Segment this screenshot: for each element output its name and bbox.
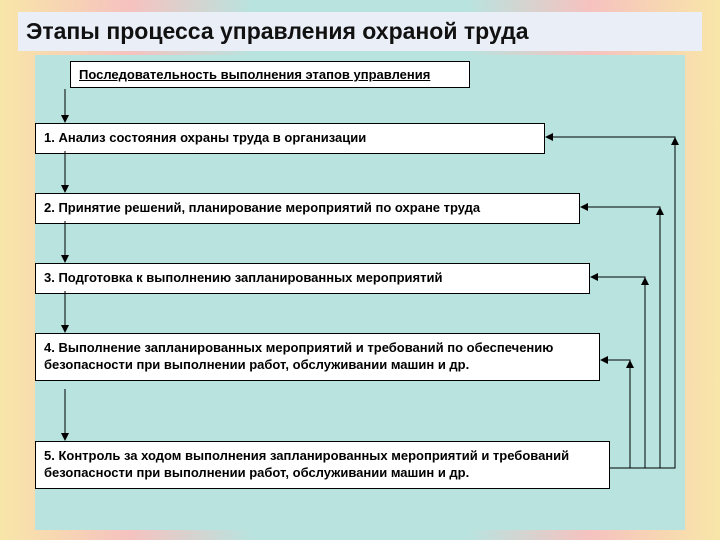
content-panel: Последовательность выполнения этапов упр… [35,55,685,530]
step-3-box: 3. Подготовка к выполнению запланированн… [35,263,590,294]
subtitle-box: Последовательность выполнения этапов упр… [70,61,470,88]
step-2-box: 2. Принятие решений, планирование меропр… [35,193,580,224]
step-1-box: 1. Анализ состояния охраны труда в орган… [35,123,545,154]
step-5-box: 5. Контроль за ходом выполнения запланир… [35,441,610,489]
slide-title: Этапы процесса управления охраной труда [18,12,702,51]
step-4-box: 4. Выполнение запланированных мероприяти… [35,333,600,381]
